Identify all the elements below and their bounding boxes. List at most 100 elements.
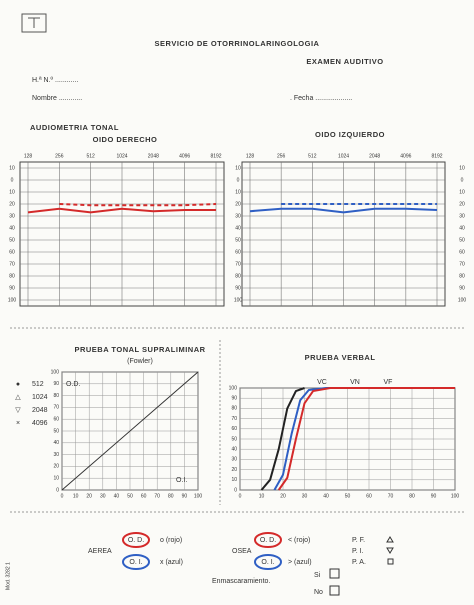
speech-marker: VC [317,379,327,386]
y-tick-label: 30 [231,457,237,463]
frequency-label: 2048 [148,153,159,159]
y-tick-label: 60 [459,249,465,255]
legend-symbol: ▽ [15,407,21,414]
pi: P. I. [352,548,364,555]
bone-od-symbol: < (rojo) [288,537,310,544]
frequency-label: 512 [308,153,317,159]
frequency-label: 1024 [338,153,349,159]
y-tick-label: 60 [9,249,15,255]
logo [21,13,47,33]
bone-label: OSEA [232,548,252,555]
x-tick-label: 20 [280,493,286,499]
x-tick-label: 30 [302,493,308,499]
y-tick-label: 90 [235,285,241,291]
speech-curve [260,387,305,491]
service: SERVICIO DE OTORRINOLARINGOLOGIA [155,39,320,48]
y-tick-label: 70 [235,261,241,267]
no: No [314,589,323,596]
y-tick-label: 80 [235,273,241,279]
exam: EXAMEN AUDITIVO [306,57,383,66]
y-tick-label: 30 [53,452,59,458]
x-tick-label: 60 [366,493,372,499]
oi-label: O.I. [176,477,187,484]
y-tick-label: 80 [53,393,59,399]
y-tick-label: 100 [234,297,243,303]
y-tick-label: 10 [459,165,465,171]
y-tick-label: 50 [459,237,465,243]
fowler-title: PRUEBA TONAL SUPRALIMINAR [74,345,205,354]
legend-label: 4096 [32,420,48,427]
y-tick-label: 100 [458,297,467,303]
oi-circle [122,554,150,570]
x-tick-label: 50 [345,493,351,499]
y-tick-label: 100 [229,385,238,391]
diagonal [61,371,199,491]
y-tick-label: 70 [231,416,237,422]
od-circle [254,532,282,548]
y-tick-label: 10 [459,189,465,195]
y-tick-label: 20 [459,201,465,207]
bone-oi: O. I. [261,559,274,566]
y-tick-label: 10 [235,189,241,195]
y-tick-label: 20 [231,467,237,473]
air-oi-symbol: x (azul) [160,559,183,566]
y-tick-label: 10 [53,476,59,482]
x-tick-label: 70 [388,493,394,499]
legend-label: 512 [32,381,44,388]
name: Nombre ............ [32,95,82,102]
hearing-line [249,207,438,214]
y-tick-label: 80 [9,273,15,279]
y-tick-label: 90 [53,381,59,387]
x-tick-label: 40 [114,493,120,499]
x-tick-label: 10 [259,493,265,499]
frequency-label: 128 [246,153,255,159]
legend-symbol: × [16,420,20,427]
fowler-subtitle: (Fowler) [127,358,153,365]
y-tick-label: 70 [53,405,59,411]
y-tick-label: 60 [231,426,237,432]
x-tick-label: 0 [239,493,242,499]
y-tick-label: 40 [459,225,465,231]
x-tick-label: 50 [127,493,133,499]
frequency-label: 4096 [179,153,190,159]
air-od-symbol: o (rojo) [160,537,182,544]
y-tick-label: 20 [235,201,241,207]
y-tick-label: 100 [51,369,60,375]
y-tick-label: 80 [459,273,465,279]
y-tick-label: 40 [231,447,237,453]
frequency-label: 128 [24,153,33,159]
masking: Enmascaramiento. [212,578,270,585]
y-tick-label: 0 [11,177,14,183]
pa: P. A. [352,559,366,566]
x-tick-label: 60 [141,493,147,499]
checkbox [329,585,340,596]
y-tick-label: 50 [231,436,237,442]
air-label: AEREA [88,548,112,555]
audiometry-title: AUDIOMETRIA TONAL [30,123,119,132]
legend-symbol: △ [15,394,21,401]
legend-label: 2048 [32,407,48,414]
y-tick-label: 90 [459,285,465,291]
frequency-label: 8192 [210,153,221,159]
x-tick-label: 0 [61,493,64,499]
y-tick-label: 20 [53,464,59,470]
y-tick-label: 50 [235,237,241,243]
y-tick-label: 30 [459,213,465,219]
y-tick-label: 10 [231,477,237,483]
frequency-label: 256 [55,153,64,159]
y-tick-label: 10 [9,165,15,171]
y-tick-label: 100 [8,297,17,303]
x-tick-label: 90 [431,493,437,499]
y-tick-label: 50 [9,237,15,243]
x-tick-label: 30 [100,493,106,499]
x-tick-label: 100 [451,493,460,499]
y-tick-label: 0 [237,177,240,183]
y-tick-label: 70 [9,261,15,267]
x-tick-label: 90 [182,493,188,499]
right-ear-title: OIDO DERECHO [93,135,158,144]
y-tick-label: 20 [9,201,15,207]
y-tick-label: 0 [56,487,59,493]
pf: P. F. [352,537,365,544]
left-ear-title: OIDO IZQUIERDO [315,130,385,139]
